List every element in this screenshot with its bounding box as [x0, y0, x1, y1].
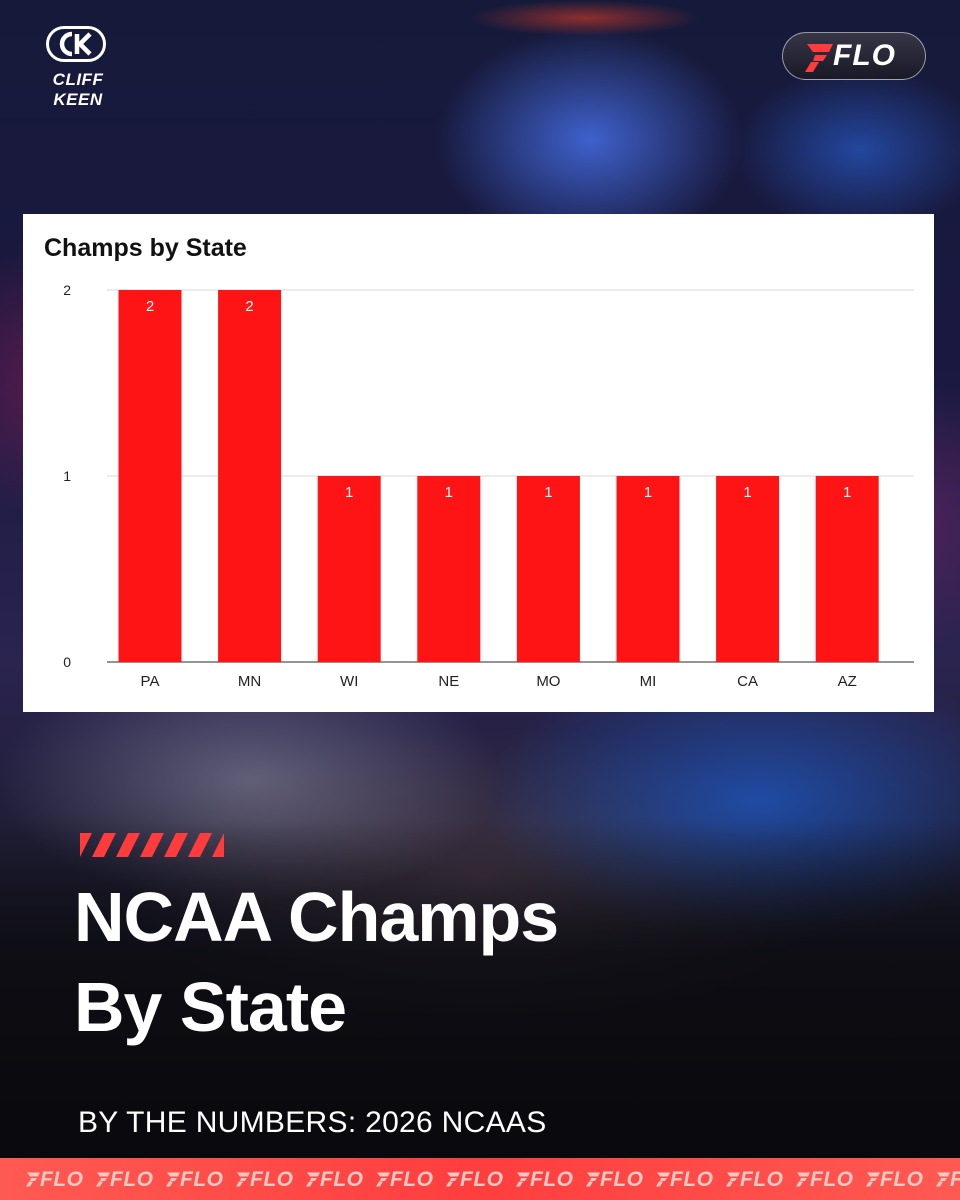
- footer-f-icon: [516, 1172, 530, 1187]
- footer-flo-word: FLO: [180, 1168, 224, 1191]
- bar-ne: [417, 476, 481, 662]
- data-label-ca: 1: [743, 484, 751, 501]
- bottom-gradient-overlay: [0, 820, 960, 1200]
- footer-flo-word: FLO: [40, 1168, 84, 1191]
- bar-mo: [516, 476, 580, 662]
- footer-flo-word: FLO: [810, 1168, 854, 1191]
- x-axis-ticks: PA MN WI NE MO MI CA AZ: [141, 673, 857, 690]
- chart-title: Champs by State: [44, 234, 247, 262]
- red-stripes-decoration: [80, 833, 224, 857]
- footer-flo-mark: FLO: [24, 1168, 84, 1192]
- footer-f-icon: [26, 1172, 40, 1187]
- headline-line-2: By State: [74, 968, 347, 1046]
- footer-f-icon: [586, 1172, 600, 1187]
- footer-f-icon: [656, 1172, 670, 1187]
- footer-flo-word: FLO: [880, 1168, 924, 1191]
- bar-mn: [218, 290, 282, 662]
- x-tick-label-pa: PA: [141, 673, 160, 690]
- footer-flo-word: FLO: [110, 1168, 154, 1191]
- footer-flo-word: FLO: [390, 1168, 434, 1191]
- footer-flo-word: FLO: [670, 1168, 714, 1191]
- bars: 2 2 1 1 1 1 1 1: [118, 290, 879, 662]
- footer-flo-mark: FLO: [164, 1168, 224, 1192]
- footer-flo-mark: FLO: [724, 1168, 784, 1192]
- footer-flo-mark: FLO: [304, 1168, 364, 1192]
- data-label-ne: 1: [445, 484, 453, 501]
- footer-flo-mark: FLO: [654, 1168, 714, 1192]
- cliff-keen-wordmark: CLIFF KEEN: [52, 70, 104, 109]
- cliff-keen-logo: CLIFF KEEN: [26, 26, 130, 109]
- footer-f-icon: [236, 1172, 250, 1187]
- footer-flo-mark: FLO: [514, 1168, 574, 1192]
- footer-flo-mark: FLO: [94, 1168, 154, 1192]
- chart-card: Champs by State 2 2 1 1 1 1 1 1 PA MN WI NE MO MI CA A…: [23, 214, 934, 712]
- bar-ca: [716, 476, 780, 662]
- bar-wi: [317, 476, 381, 662]
- y-tick-label: 0: [63, 654, 71, 670]
- data-label-mo: 1: [544, 484, 552, 501]
- headline: NCAA Champs By State: [74, 872, 834, 1052]
- footer-f-icon: [796, 1172, 810, 1187]
- bar-mi: [616, 476, 680, 662]
- footer-flo-band: FLO FLO FLO FLO FLO FLO FLO FLO FLO FLO FLO FLO FLO F…: [0, 1158, 960, 1200]
- flo-wordmark: FLO: [833, 39, 896, 72]
- y-tick-label: 2: [63, 282, 71, 298]
- footer-flo-mark: FLO: [374, 1168, 434, 1192]
- footer-f-icon: [936, 1172, 950, 1187]
- footer-f-icon: [376, 1172, 390, 1187]
- y-axis-ticks: 0 1 2: [63, 282, 71, 670]
- data-label-pa: 2: [146, 298, 154, 315]
- scoreboard-glow: [470, 0, 700, 36]
- footer-f-icon: [166, 1172, 180, 1187]
- x-tick-label-mo: MO: [536, 673, 560, 690]
- flo-logo-badge: FLO: [782, 32, 926, 80]
- footer-flo-word: FLO: [530, 1168, 574, 1191]
- x-tick-label-ca: CA: [737, 673, 758, 690]
- footer-f-icon: [96, 1172, 110, 1187]
- data-label-az: 1: [843, 484, 851, 501]
- x-tick-label-mi: MI: [640, 673, 657, 690]
- footer-flo-mark: FLO: [794, 1168, 854, 1192]
- bar-az: [815, 476, 879, 662]
- footer-flo-word: FLO: [250, 1168, 294, 1191]
- footer-f-icon: [306, 1172, 320, 1187]
- cliff-keen-icon: [46, 26, 106, 62]
- footer-flo-word: FLO: [320, 1168, 364, 1191]
- footer-flo-mark: FLO: [234, 1168, 294, 1192]
- footer-flo-word: FLO: [950, 1168, 960, 1191]
- footer-f-icon: [726, 1172, 740, 1187]
- x-tick-label-ne: NE: [438, 673, 459, 690]
- bar-chart: 2 2 1 1 1 1 1 1 PA MN WI NE MO MI CA AZ 0 1 2: [63, 282, 914, 690]
- footer-flo-word: FLO: [600, 1168, 644, 1191]
- bar-pa: [118, 290, 182, 662]
- footer-flo-mark: FLO: [444, 1168, 504, 1192]
- footer-flo-word: FLO: [740, 1168, 784, 1191]
- footer-flo-mark: FLO: [584, 1168, 644, 1192]
- data-label-mi: 1: [644, 484, 652, 501]
- data-label-wi: 1: [345, 484, 353, 501]
- x-tick-label-wi: WI: [340, 673, 358, 690]
- x-tick-label-az: AZ: [838, 673, 857, 690]
- data-label-mn: 2: [245, 298, 253, 315]
- headline-line-1: NCAA Champs: [74, 878, 559, 956]
- footer-flo-word: FLO: [460, 1168, 504, 1191]
- subheadline: BY THE NUMBERS: 2026 NCAAS: [78, 1106, 547, 1139]
- flo-f-icon: [805, 44, 833, 72]
- footer-flo-mark: FLO: [864, 1168, 924, 1192]
- footer-flo-mark: FLO: [934, 1168, 960, 1192]
- footer-f-icon: [446, 1172, 460, 1187]
- footer-f-icon: [866, 1172, 880, 1187]
- y-tick-label: 1: [63, 468, 71, 484]
- x-tick-label-mn: MN: [238, 673, 261, 690]
